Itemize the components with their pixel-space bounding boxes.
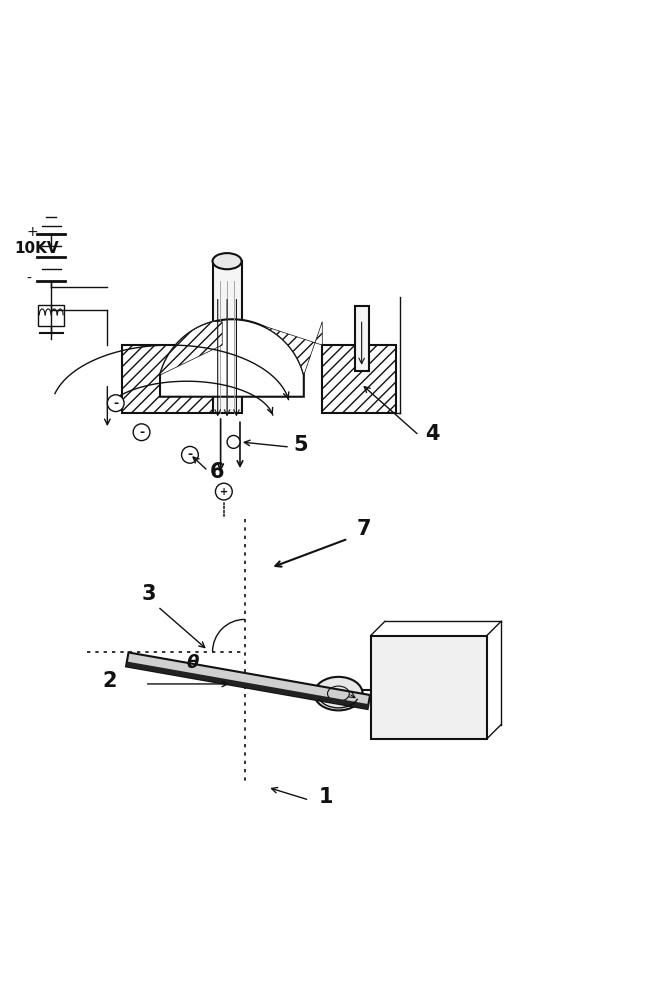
Ellipse shape	[314, 677, 363, 710]
Text: +: +	[220, 487, 228, 497]
Circle shape	[107, 395, 124, 412]
Text: 2: 2	[103, 671, 117, 691]
Polygon shape	[322, 345, 396, 413]
Circle shape	[182, 446, 199, 463]
Text: 7: 7	[357, 519, 371, 539]
Text: 1: 1	[319, 787, 333, 807]
Text: 6: 6	[210, 462, 224, 482]
Polygon shape	[160, 322, 222, 375]
Polygon shape	[212, 261, 242, 413]
Text: +: +	[27, 225, 38, 239]
Text: -: -	[27, 272, 31, 286]
Text: 4: 4	[426, 424, 440, 444]
Polygon shape	[210, 345, 277, 394]
Text: -: -	[113, 397, 118, 410]
Text: 10KV: 10KV	[14, 241, 59, 256]
Text: 5: 5	[293, 435, 308, 455]
Polygon shape	[38, 305, 64, 326]
Ellipse shape	[212, 253, 242, 269]
Text: 3: 3	[141, 584, 156, 604]
Polygon shape	[370, 636, 487, 739]
Circle shape	[215, 483, 232, 500]
Polygon shape	[251, 322, 322, 375]
Text: $\boldsymbol{\theta}$: $\boldsymbol{\theta}$	[186, 654, 200, 672]
Polygon shape	[126, 662, 368, 709]
Circle shape	[227, 435, 240, 448]
Polygon shape	[160, 319, 304, 397]
Polygon shape	[355, 306, 368, 371]
Text: -: -	[187, 448, 193, 461]
Polygon shape	[122, 345, 222, 413]
Circle shape	[133, 424, 150, 441]
Text: -: -	[139, 426, 144, 439]
Polygon shape	[126, 652, 370, 709]
